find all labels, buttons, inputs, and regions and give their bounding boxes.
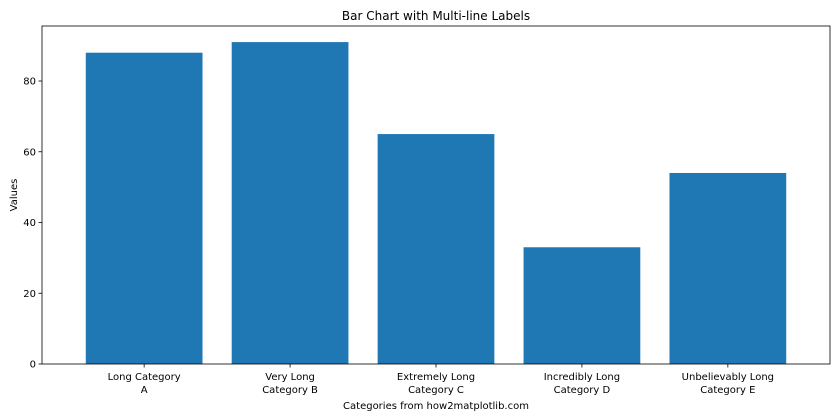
y-axis-ticks: 0 20 40 60 80 (23, 77, 42, 371)
chart-title: Bar Chart with Multi-line Labels (342, 9, 530, 23)
bar-2 (377, 134, 495, 364)
y-tick-label-1: 20 (23, 289, 36, 300)
bar-4 (669, 172, 787, 364)
y-axis-label: Values (9, 179, 20, 212)
y-tick-label-2: 40 (23, 218, 36, 229)
bars-group (85, 42, 787, 364)
y-tick-label-4: 80 (23, 77, 36, 88)
x-tick-label-1: Very Long Category B (262, 372, 318, 396)
x-axis-ticks: Long Category A Very Long Category B Extreme… (108, 364, 774, 396)
x-tick-label-2: Extremely Long Category C (397, 372, 475, 396)
x-tick-label-0: Long Category A (108, 372, 181, 396)
x-axis-label: Categories from how2matplotlib.com (343, 401, 529, 412)
x-tick-label-4: Unbelievably Long Category E (682, 372, 774, 396)
bar-1 (231, 42, 349, 364)
bar-0 (85, 52, 203, 364)
x-tick-label-3: Incredibly Long Category D (544, 372, 620, 396)
y-tick-label-3: 60 (23, 147, 36, 158)
bar-3 (523, 247, 641, 364)
y-tick-label-0: 0 (30, 360, 36, 371)
